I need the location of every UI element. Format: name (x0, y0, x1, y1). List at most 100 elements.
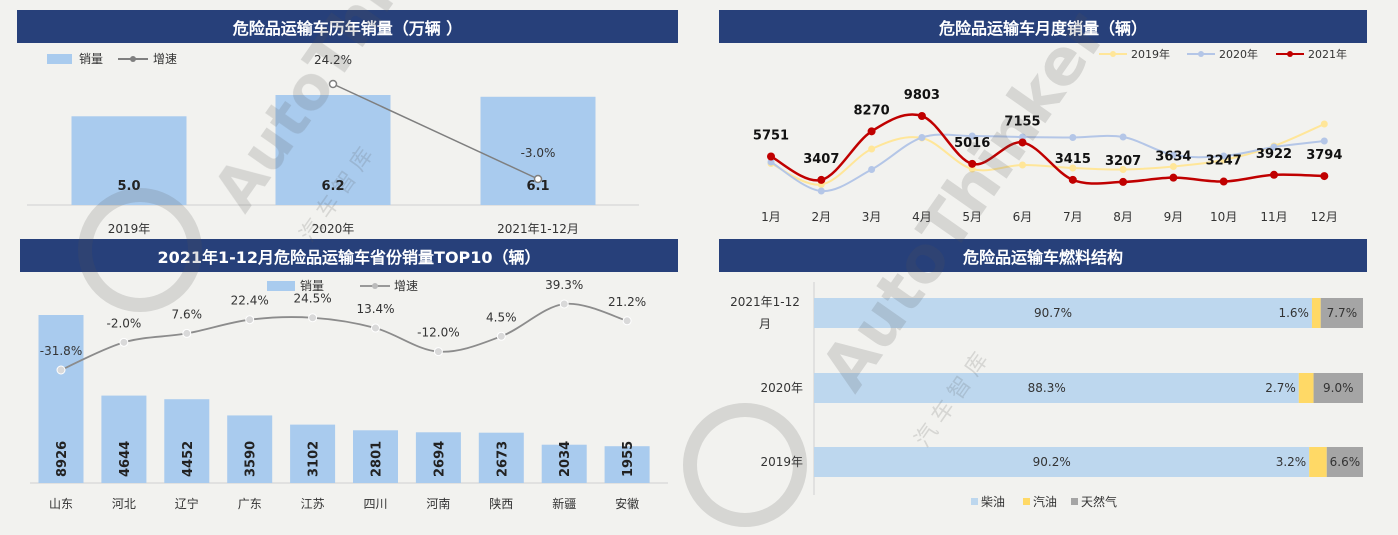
panel2-x-label: 1月 (761, 210, 781, 224)
panel3-bar-label: 1955 (621, 441, 636, 477)
panel3-bar (227, 415, 273, 483)
panel2-data-label: 7155 (1004, 114, 1040, 129)
panel3-bar-label: 8926 (55, 441, 70, 477)
panel3-legend-bar-label: 销量 (300, 279, 324, 293)
panel3-x-label: 广东 (238, 497, 262, 511)
panel3-bar-label: 3590 (244, 441, 259, 477)
panel3-growth-line (60, 302, 628, 371)
panel2-point (1119, 166, 1127, 174)
panel2-point (1169, 173, 1178, 182)
panel2-point (1169, 151, 1177, 159)
panel1-growth-marker (328, 79, 338, 89)
panel3-x-label: 陕西 (489, 496, 513, 511)
panel3-growth-marker (559, 299, 569, 309)
panel4-segment-label: 1.6% (1278, 306, 1309, 320)
panel2-x-label: 8月 (1113, 210, 1133, 224)
panel3-growth-label: 24.5% (294, 292, 332, 306)
panel3-x-label: 辽宁 (175, 496, 199, 511)
panel1-bar (71, 116, 187, 205)
panel2-chart: 2019年 2020年 2021年 5751 3407 8270 9803 5016 7155… (753, 47, 1347, 224)
panel2-x-label: 5月 (962, 210, 982, 224)
panel2-point (1019, 161, 1026, 169)
panel4-bar-segment (814, 298, 1312, 328)
panel4-segment-label: 6.6% (1330, 455, 1361, 469)
panel2-point (1270, 143, 1278, 151)
panel2-point (1320, 137, 1328, 145)
panel4-bar-segment (814, 373, 1299, 403)
panel1-x-label: 2019年 (108, 222, 151, 236)
panel3-x-label: 河北 (112, 497, 136, 511)
panel2-point (767, 158, 775, 166)
panel3-bar (290, 424, 336, 483)
panel2-x-label: 12月 (1311, 210, 1338, 224)
panel2-point (1119, 133, 1127, 141)
panel3-bar (478, 432, 524, 483)
panel2-point (1119, 177, 1128, 186)
panel2-series-line (770, 133, 1325, 193)
panel4-bar-segment (1326, 447, 1363, 477)
panel2-x-label: 10月 (1210, 210, 1237, 224)
panel1-legend-line-marker (130, 56, 136, 62)
panel3-bar (101, 395, 147, 483)
panel1-legend-bar-label: 销量 (79, 52, 103, 66)
panel4-title: 危险品运输车燃料结构 (719, 239, 1367, 272)
panel3-bar (415, 432, 461, 483)
panel2-data-label: 3207 (1105, 154, 1141, 169)
panel3-growth-marker (622, 316, 632, 326)
panel2-legend-label: 2021年 (1308, 47, 1347, 61)
panel1-bar-label: 6.2 (321, 179, 344, 194)
panel3-bar-label: 4644 (118, 441, 133, 477)
panel3-bar (541, 444, 587, 483)
panel4-legend-swatch (1071, 498, 1078, 505)
panel3-growth-label: 13.4% (356, 302, 394, 316)
panel3-growth-label: 4.5% (486, 310, 517, 324)
panel2-point (968, 132, 976, 140)
panel2-data-label: 3247 (1206, 154, 1242, 169)
panel4-segment-label: 90.7% (1034, 306, 1072, 320)
panel2-point (817, 175, 826, 184)
panel2-point (918, 134, 926, 142)
panel4-category-label: 月 (759, 317, 771, 331)
panel4-legend-label: 汽油 (1033, 494, 1057, 509)
panel2-point (917, 112, 926, 120)
panel3-growth-marker (56, 365, 66, 375)
panel1-growth-line (332, 83, 539, 180)
panel3-growth-label: 39.3% (545, 278, 583, 292)
panel4-segment-label: 3.2% (1276, 455, 1307, 469)
panel3-title: 2021年1-12月危险品运输车省份销量TOP10（辆） (20, 239, 678, 272)
panel2-point (1169, 163, 1177, 171)
panel4-category-label: 2020年 (760, 381, 803, 395)
panel2-legend-marker (1198, 51, 1204, 57)
panel4-category-label: 2021年1-12 (730, 295, 800, 309)
panel4-legend-label: 柴油 (981, 495, 1005, 509)
panel1-chart: 销量 增速 5.0 6.2 6.1 24.2% -3.0% 2019年 2020年 202… (27, 52, 639, 236)
panel3-bar-label: 4452 (181, 441, 196, 477)
panel2-point (867, 127, 876, 136)
panel2-x-label: 7月 (1063, 210, 1083, 224)
panel2-x-label: 4月 (912, 210, 932, 224)
panel3-x-label: 四川 (363, 497, 387, 511)
panel3-bar (164, 399, 210, 483)
panel2-x-label: 3月 (862, 210, 882, 224)
panel3-growth-label: -2.0% (106, 316, 141, 330)
panel4-bar-segment (1320, 298, 1363, 328)
panel2-legend-label: 2019年 (1131, 47, 1170, 61)
panel3-legend-line-label: 增速 (394, 279, 418, 293)
panel2-point (1018, 138, 1027, 147)
panel3-bar-label: 2801 (370, 441, 385, 477)
panel2-data-label: 3407 (803, 152, 839, 167)
panel4-category-label: 2019年 (760, 455, 803, 469)
panel3-growth-marker (308, 313, 318, 323)
panel1-bar-label: 6.1 (526, 179, 549, 194)
panel2-data-label: 9803 (904, 88, 940, 103)
panel2-point (1320, 120, 1328, 128)
panel4-segment-label: 2.7% (1265, 381, 1296, 395)
panel2-x-label: 11月 (1260, 210, 1287, 224)
panel3-growth-marker (496, 331, 506, 341)
panel2-data-label: 3922 (1256, 147, 1292, 162)
panel2-data-label: 3415 (1055, 152, 1091, 167)
panel2-point (767, 152, 775, 161)
panel1-x-label: 2021年1-12月 (497, 222, 579, 236)
panel4-segment-label: 9.0% (1323, 381, 1354, 395)
panel2-point (1320, 172, 1329, 181)
